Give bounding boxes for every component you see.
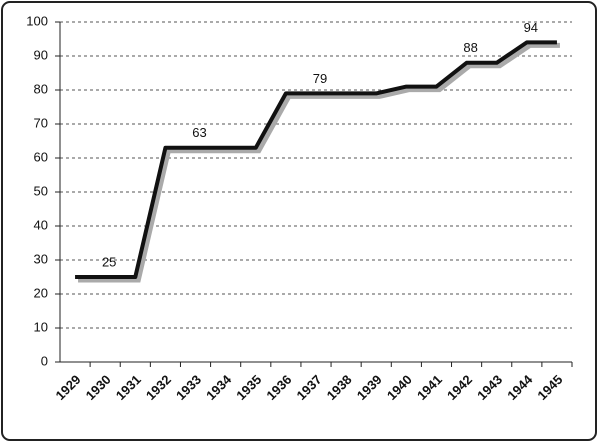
data-label: 79 (313, 71, 327, 86)
y-tick-label: 100 (26, 13, 48, 28)
data-label: 25 (102, 254, 116, 269)
data-label: 63 (192, 125, 206, 140)
y-tick-label: 60 (34, 149, 48, 164)
y-tick-label: 20 (34, 285, 48, 300)
y-tick-label: 80 (34, 81, 48, 96)
line-shadow (78, 42, 560, 283)
y-tick-label: 50 (34, 183, 48, 198)
y-tick-label: 10 (34, 319, 48, 334)
data-label: 94 (524, 20, 538, 35)
data-label: 88 (463, 40, 477, 55)
y-tick-label: 70 (34, 115, 48, 130)
y-tick-label: 30 (34, 251, 48, 266)
y-tick-label: 90 (34, 47, 48, 62)
line (75, 40, 557, 279)
y-tick-label: 0 (41, 353, 48, 368)
y-tick-label: 40 (34, 217, 48, 232)
